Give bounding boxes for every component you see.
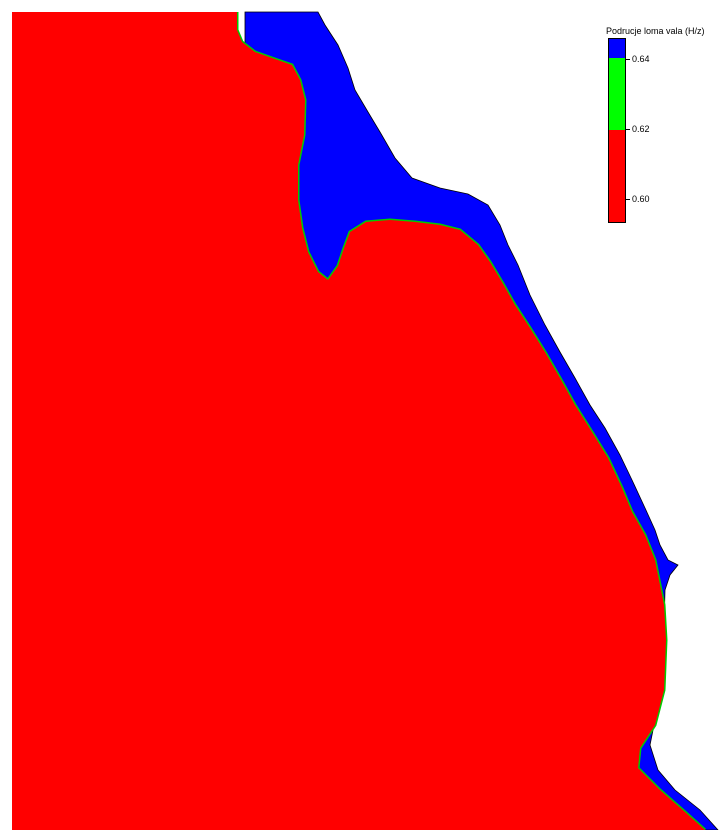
legend-swatch-red [608,130,625,222]
legend-title: Podrucje loma vala (H/z) [606,26,705,36]
legend-tick-mark [625,129,630,130]
legend-tick-label: 0.62 [632,124,650,134]
red-zone [12,12,705,830]
legend: Podrucje loma vala (H/z) 0.64 0.62 0.60 [606,26,728,226]
legend-swatch-green [608,58,625,130]
legend-tick-mark [625,59,630,60]
legend-tick-label: 0.60 [632,194,650,204]
legend-tick-label: 0.64 [632,54,650,64]
legend-swatch-blue [608,38,625,58]
legend-tick-mark [625,199,630,200]
